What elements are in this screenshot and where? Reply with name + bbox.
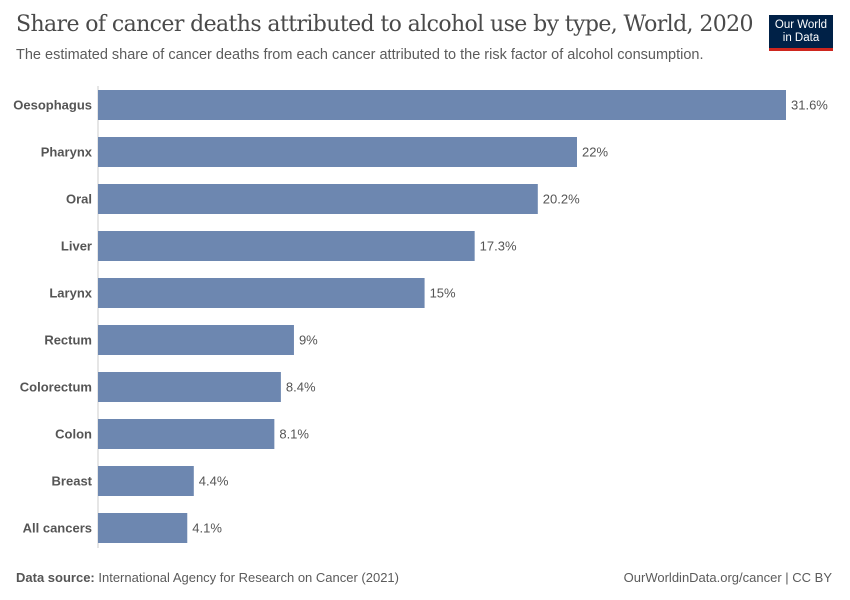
- data-source: Data source: International Agency for Re…: [16, 570, 399, 585]
- value-label: 8.4%: [286, 380, 316, 395]
- footer-url[interactable]: OurWorldinData.org/cancer | CC BY: [623, 570, 832, 585]
- bar-oesophagus[interactable]: [98, 90, 786, 120]
- bar-liver[interactable]: [98, 231, 475, 261]
- value-label: 22%: [582, 145, 608, 160]
- bar-pharynx[interactable]: [98, 137, 577, 167]
- bar-rectum[interactable]: [98, 325, 294, 355]
- source-text: International Agency for Research on Can…: [98, 570, 399, 585]
- bar-all-cancers[interactable]: [98, 513, 188, 543]
- category-label: Colon: [55, 427, 92, 442]
- value-label: 15%: [430, 286, 456, 301]
- value-label: 4.1%: [192, 521, 222, 536]
- bar-colorectum[interactable]: [98, 372, 281, 402]
- bar-oral[interactable]: [98, 184, 538, 214]
- category-label: Rectum: [44, 333, 92, 348]
- category-label: All cancers: [23, 521, 92, 536]
- value-label: 4.4%: [199, 474, 229, 489]
- source-label: Data source:: [16, 570, 95, 585]
- value-label: 20.2%: [543, 192, 580, 207]
- category-label: Oral: [66, 192, 92, 207]
- bar-larynx[interactable]: [98, 278, 425, 308]
- value-label: 31.6%: [791, 98, 828, 113]
- category-label: Liver: [61, 239, 92, 254]
- category-label: Colorectum: [20, 380, 92, 395]
- value-label: 8.1%: [279, 427, 309, 442]
- value-label: 17.3%: [480, 239, 517, 254]
- category-label: Pharynx: [41, 145, 93, 160]
- owid-logo[interactable]: Our World in Data: [769, 15, 833, 51]
- bar-breast[interactable]: [98, 466, 194, 496]
- chart-subtitle: The estimated share of cancer deaths fro…: [16, 47, 704, 63]
- value-label: 9%: [299, 333, 318, 348]
- category-label: Breast: [52, 474, 93, 489]
- chart-title: Share of cancer deaths attributed to alc…: [16, 12, 754, 37]
- bar-colon[interactable]: [98, 419, 275, 449]
- category-label: Larynx: [49, 286, 92, 301]
- bar-chart: Oesophagus 31.6% Pharynx 22% Oral 20.2% Liver 1…: [13, 86, 828, 548]
- category-label: Oesophagus: [13, 98, 92, 113]
